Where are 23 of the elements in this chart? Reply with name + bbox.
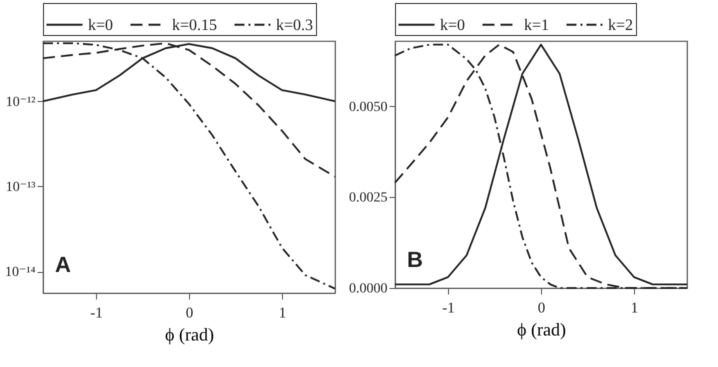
legend-label: k=0: [440, 16, 466, 34]
y-tick-label: 10⁻¹³: [6, 180, 36, 195]
y-tick-label: 0.0050: [349, 100, 388, 115]
x-axis-title: ϕ (rad): [517, 320, 566, 340]
legend-label: k=0.15: [172, 16, 218, 34]
line-series: [42, 42, 336, 290]
y-tick-label: 0.0025: [349, 190, 388, 206]
annotation: A: [55, 252, 71, 277]
x-tick-label: -1: [90, 306, 103, 322]
legend-label: k=2: [608, 16, 634, 34]
y-tick-label: 10⁻¹²: [6, 94, 36, 110]
legend-label: k=0.3: [276, 16, 314, 34]
y-tick-label: 10⁻¹⁴: [5, 265, 36, 280]
y-tick-label: 0.0000: [349, 282, 388, 296]
x-tick-label: 1: [278, 306, 286, 322]
legend-label: k=0: [88, 16, 114, 34]
x-tick-label: 0: [538, 300, 546, 316]
x-tick-label: 0: [186, 306, 194, 322]
x-tick-label: -1: [442, 300, 455, 316]
legend-label: k=1: [524, 16, 550, 34]
x-axis-title: ϕ (rad): [165, 324, 214, 344]
x-tick-label: 1: [630, 300, 638, 316]
annotation: B: [407, 247, 423, 272]
